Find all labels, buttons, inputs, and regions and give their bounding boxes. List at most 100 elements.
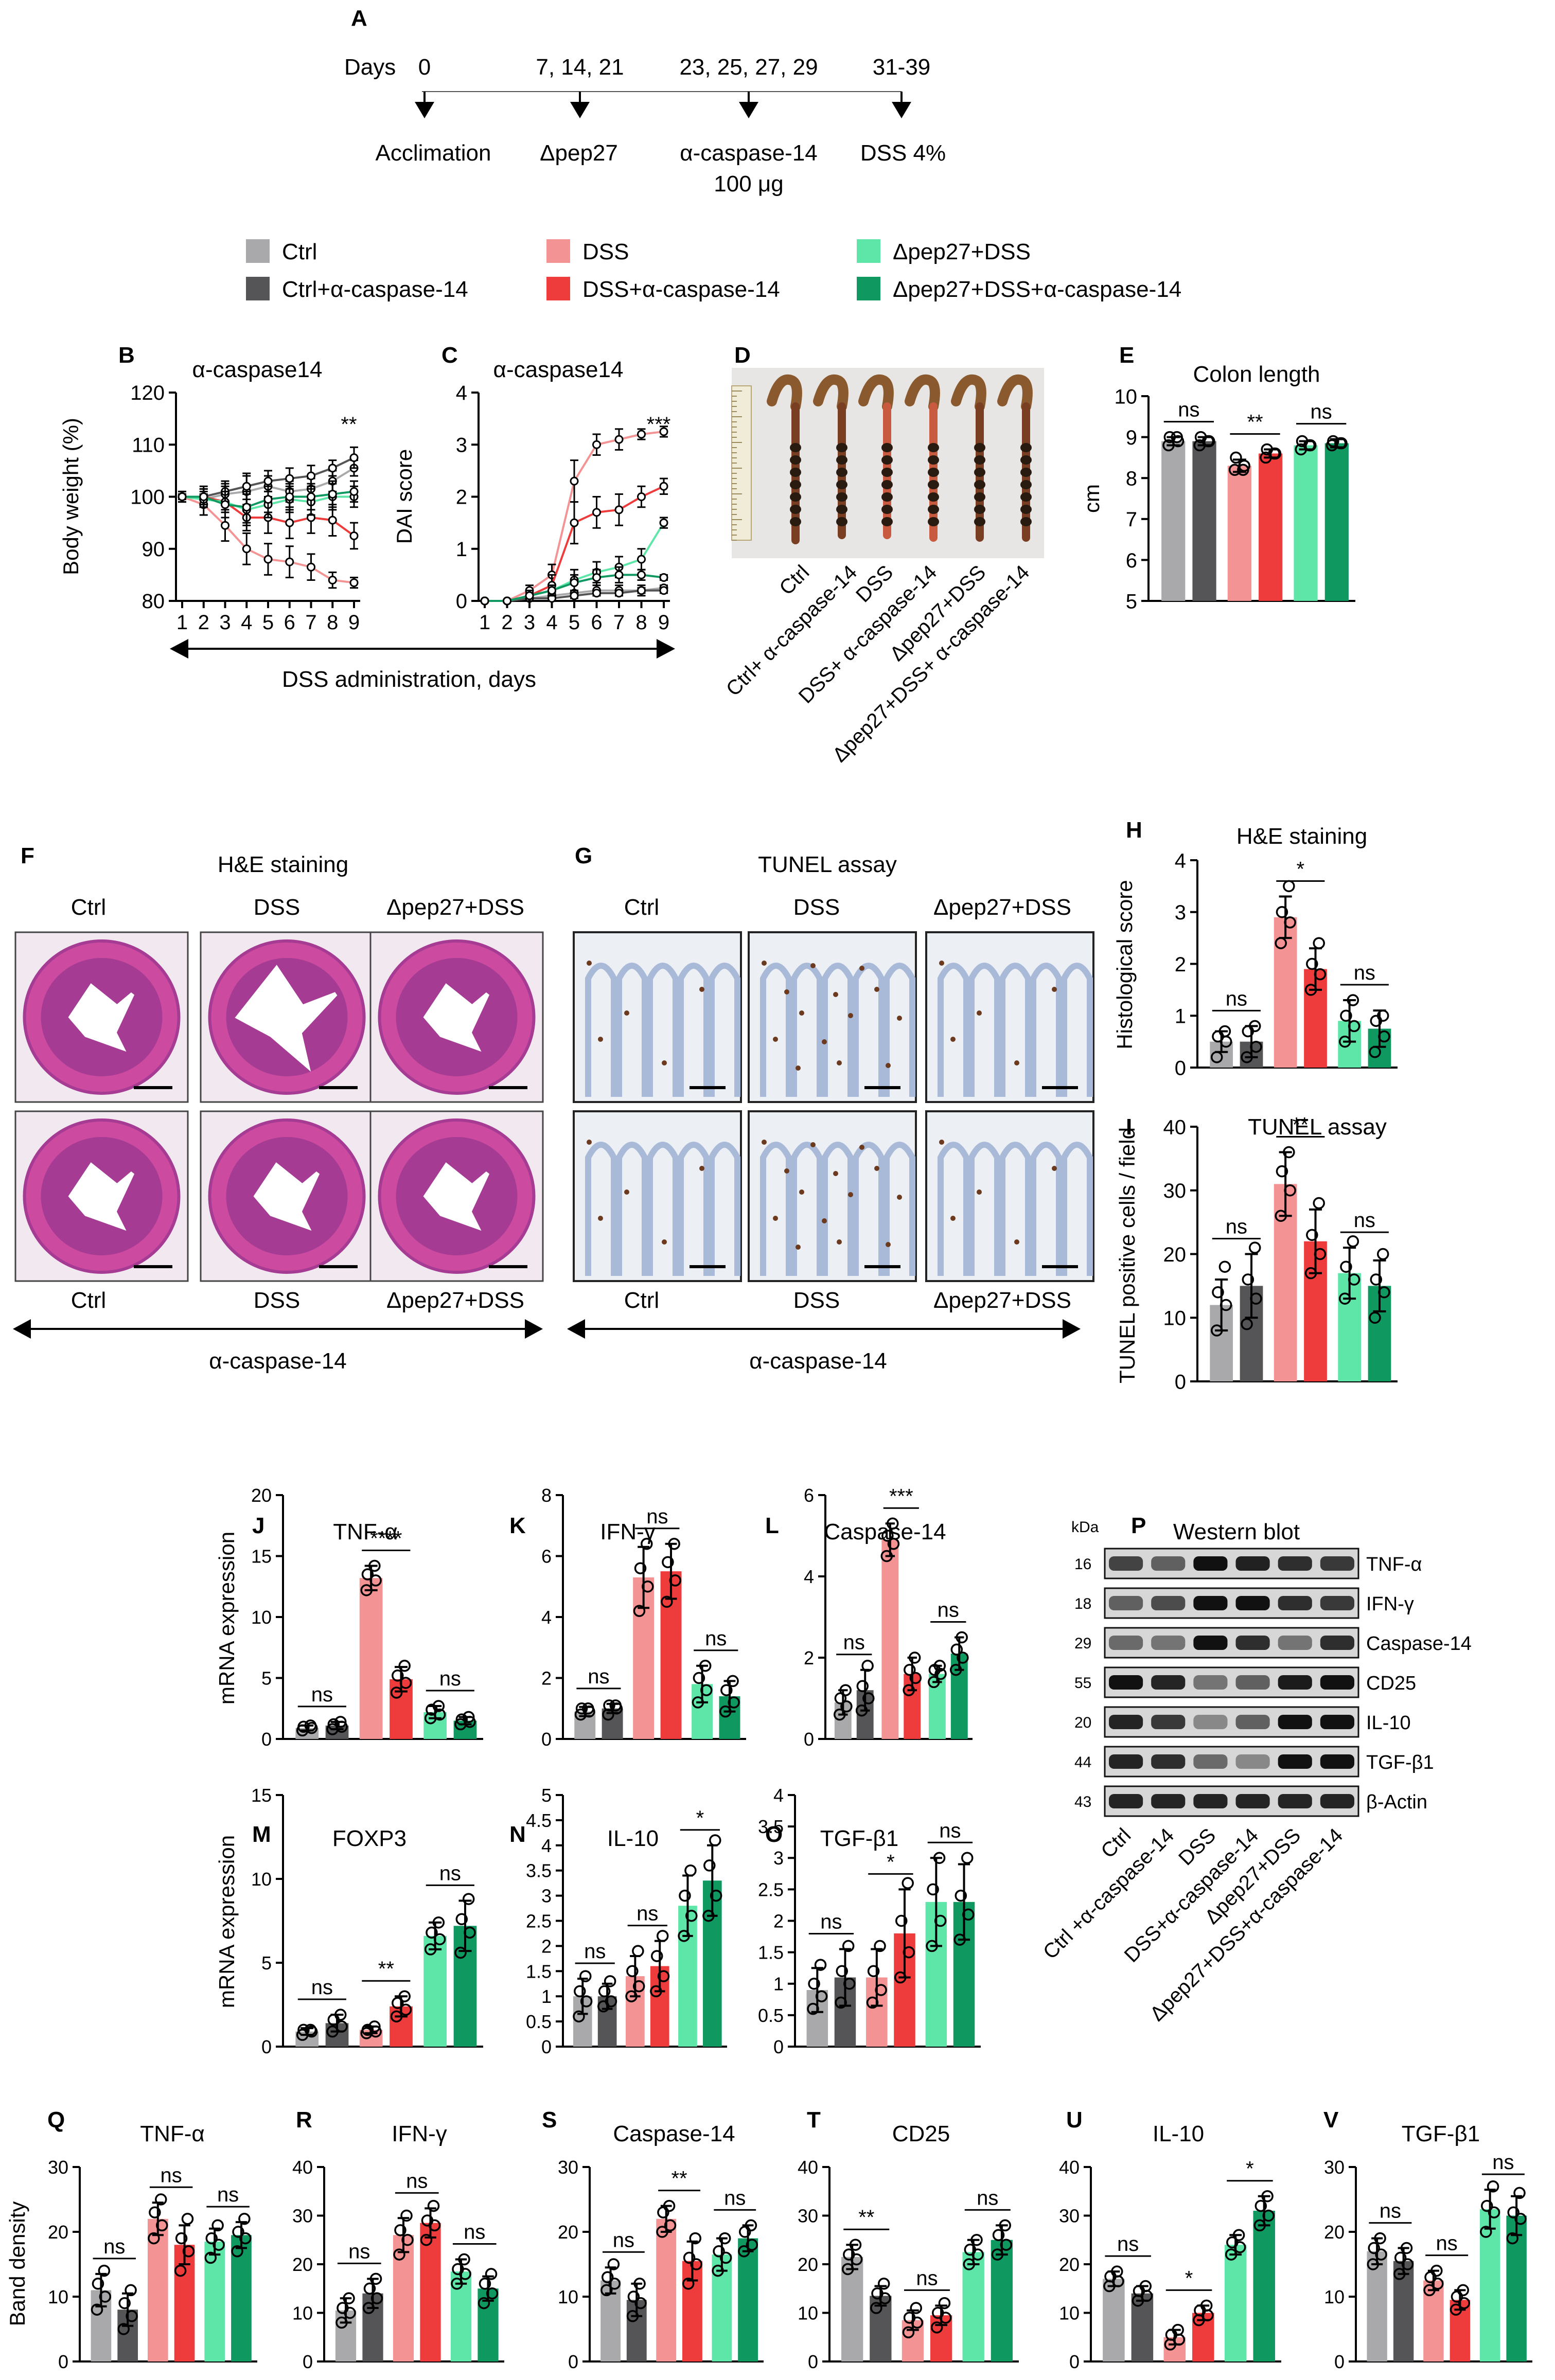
timeline-arrow-3 <box>892 102 911 118</box>
blot-band <box>1193 1596 1228 1610</box>
days-axis-label: DSS administration, days <box>282 667 536 692</box>
blot-band <box>1320 1754 1354 1769</box>
fecal-pellet <box>790 468 801 477</box>
data-point <box>887 1538 900 1550</box>
data-point <box>637 430 646 439</box>
data-point <box>938 2297 951 2310</box>
tunel-crypt <box>585 1142 617 1276</box>
data-point <box>710 1889 722 1902</box>
chart-tunel-positive: I TUNEL assay TUNEL positive cells / field… <box>1115 1114 1398 1393</box>
tunel-positive-cell <box>598 1216 603 1221</box>
blot-band <box>1235 1715 1270 1729</box>
panel-letter-c: C <box>441 343 458 368</box>
tunel-positive-cell <box>833 1171 838 1176</box>
y-tick-label: 0 <box>456 590 467 613</box>
y-tick-label: 100 <box>130 486 165 509</box>
panel-letter-g: G <box>575 843 592 868</box>
y-tick-label: 2.5 <box>758 1879 784 1900</box>
x-tick-label: 8 <box>635 611 647 634</box>
data-point <box>928 1676 940 1689</box>
data-point <box>637 570 646 579</box>
data-point <box>326 2025 339 2038</box>
data-point <box>464 1926 476 1939</box>
data-point <box>392 1669 404 1682</box>
x-tick-label: 4 <box>241 611 252 634</box>
data-point <box>663 2199 676 2212</box>
data-point <box>902 1877 914 1889</box>
y-tick-label: 4 <box>456 382 467 404</box>
fecal-pellet <box>974 480 985 489</box>
data-point <box>242 482 251 491</box>
panel-letter-e: E <box>1119 343 1134 368</box>
y-tick-label: 5 <box>261 1952 272 1974</box>
y-tick-label: 40 <box>1163 1116 1187 1139</box>
data-point <box>427 2199 440 2212</box>
data-point <box>1232 2229 1245 2242</box>
significance-label: ** <box>1293 1114 1309 1136</box>
data-point <box>175 2232 188 2245</box>
data-point <box>335 2316 348 2329</box>
cecum <box>997 374 1033 412</box>
data-point <box>1314 1248 1327 1260</box>
cecum <box>905 374 940 412</box>
data-point <box>263 555 273 564</box>
data-point <box>155 2193 167 2206</box>
significance-label: ns <box>613 2229 634 2251</box>
data-point <box>1261 2190 1274 2203</box>
blot-band <box>1278 1754 1312 1769</box>
y-axis-label: TUNEL positive cells / field <box>1115 1127 1139 1383</box>
tunel-positive-cell <box>1052 1166 1057 1171</box>
panel-letter-v: V <box>1323 2107 1339 2133</box>
data-point <box>360 1584 373 1596</box>
y-tick-label: 0 <box>541 2036 552 2057</box>
fecal-pellet <box>928 517 939 526</box>
chart-mrna-foxp3: M FOXP3 mRNA expression 0 5 10 15 ns ** ns <box>215 1785 483 2057</box>
blot-band <box>1320 1715 1354 1729</box>
data-point <box>634 1562 647 1574</box>
significance-label: *** <box>889 1485 913 1507</box>
y-tick-label: 40 <box>292 2157 313 2178</box>
tunel-positive-cell <box>977 1010 982 1016</box>
tunel-positive-cell <box>587 1140 592 1145</box>
tunel-positive-cell <box>837 1060 842 1065</box>
chart-band-il10: U IL-10 0 10 20 30 40 ns * * <box>1059 2107 1281 2372</box>
data-point <box>614 589 624 598</box>
data-point <box>1481 2199 1493 2212</box>
data-point <box>991 2248 1004 2261</box>
data-point <box>719 2251 732 2264</box>
chart-mrna-ifn: K IFN-γ 0 2 4 6 8 ns ns ns <box>509 1485 746 1750</box>
colon-group-label: Ctrl <box>775 561 814 599</box>
data-point <box>964 2243 977 2256</box>
y-tick-label: 3.5 <box>758 1816 784 1837</box>
data-point <box>575 1702 588 1715</box>
tunel-crypt <box>968 963 1000 1097</box>
x-tick-label: 6 <box>284 611 295 634</box>
bar <box>1161 441 1186 601</box>
y-tick-label: 20 <box>1163 1244 1187 1266</box>
chart-title: TNF-α <box>333 1519 398 1544</box>
data-point <box>1451 2290 1463 2303</box>
blot-strip <box>1104 1746 1359 1778</box>
data-point <box>992 2229 1005 2242</box>
blot-band <box>1193 1754 1228 1769</box>
legend: Ctrl DSS Δpep27+DSS Ctrl+α-caspase-14 DS… <box>246 239 1181 302</box>
tunel-crypt <box>616 963 648 1097</box>
data-point <box>199 492 208 501</box>
data-point <box>285 492 294 501</box>
tunel-top-label-1: DSS <box>793 895 840 920</box>
tunel-positive-cell <box>874 987 879 992</box>
blot-protein-label: IFN-γ <box>1366 1593 1414 1615</box>
timeline-label-1: Δpep27 <box>540 140 618 166</box>
y-tick-label: 20 <box>48 2222 68 2243</box>
blot-protein-label: CD25 <box>1366 1673 1416 1694</box>
fecal-pellet <box>790 455 801 465</box>
blot-band <box>1235 1675 1270 1690</box>
tunel-crypt <box>822 963 854 1097</box>
data-point <box>368 1559 381 1572</box>
blot-band <box>1193 1715 1228 1729</box>
data-point <box>592 573 601 582</box>
panel-letter-a: A <box>351 6 367 31</box>
blot-band <box>1193 1794 1228 1808</box>
blot-band <box>1235 1794 1270 1808</box>
chart-title: TNF-α <box>140 2121 205 2146</box>
